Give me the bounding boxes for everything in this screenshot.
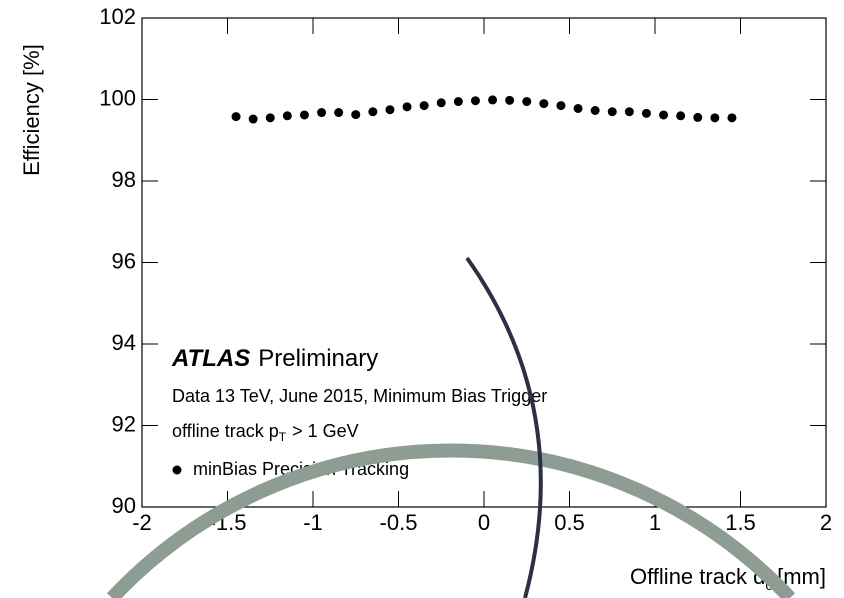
data-point <box>642 109 651 118</box>
data-point <box>317 108 326 117</box>
x-tick-label: -1 <box>303 510 323 535</box>
x-tick-label: 0 <box>478 510 490 535</box>
y-tick-label: 94 <box>112 330 136 355</box>
annotation-part: offline track p <box>172 421 279 441</box>
data-point <box>693 113 702 122</box>
data-point <box>300 110 309 119</box>
data-point <box>403 102 412 111</box>
data-point <box>471 96 480 105</box>
annotation-part: > 1 GeV <box>292 421 359 441</box>
data-point <box>283 111 292 120</box>
data-point <box>556 101 565 110</box>
data-point <box>488 95 497 104</box>
annotation-sub: T <box>279 430 287 444</box>
data-point <box>710 113 719 122</box>
y-tick-label: 102 <box>99 4 136 29</box>
data-point <box>385 105 394 114</box>
data-point <box>727 113 736 122</box>
data-point <box>351 110 360 119</box>
x-tick-label: -2 <box>132 510 152 535</box>
x-tick-label: 0.5 <box>554 510 585 535</box>
data-point <box>574 104 583 113</box>
y-tick-label: 96 <box>112 248 136 273</box>
x-tick-label: 2 <box>820 510 832 535</box>
preliminary: Preliminary <box>258 345 378 372</box>
x-tick-label: 1.5 <box>725 510 756 535</box>
data-point <box>659 110 668 119</box>
data-point <box>420 101 429 110</box>
data-point <box>522 97 531 106</box>
data-point <box>368 107 377 116</box>
data-point <box>232 112 241 121</box>
data-point <box>505 96 514 105</box>
data-point <box>676 111 685 120</box>
atlas: ATLAS <box>171 345 250 372</box>
y-axis-label: Efficiency [%] <box>19 44 44 176</box>
data-point <box>625 107 634 116</box>
data-point <box>334 108 343 117</box>
annotation: Data 13 TeV, June 2015, Minimum Bias Tri… <box>172 386 547 406</box>
chart: Efficiency [%] Offline track d0[mm] ATLA… <box>0 0 844 598</box>
data-point <box>249 115 258 124</box>
atlas-label: ATLAS Preliminary <box>171 345 378 372</box>
legend-marker <box>173 466 182 475</box>
y-tick-label: 100 <box>99 85 136 110</box>
overlay-arc <box>467 258 541 598</box>
data-point <box>266 113 275 122</box>
data-point <box>539 99 548 108</box>
data-point <box>608 107 617 116</box>
x-axis-label: Offline track d0[mm] <box>630 564 826 593</box>
annotation: offline track pT > 1 GeV <box>172 421 359 444</box>
data-point <box>591 106 600 115</box>
y-tick-label: 92 <box>112 411 136 436</box>
y-tick-label: 98 <box>112 167 136 192</box>
x-label-main: Offline track d <box>630 564 765 589</box>
data-point <box>437 98 446 107</box>
data-point <box>454 97 463 106</box>
x-tick-label: -0.5 <box>380 510 418 535</box>
x-tick-label: 1 <box>649 510 661 535</box>
